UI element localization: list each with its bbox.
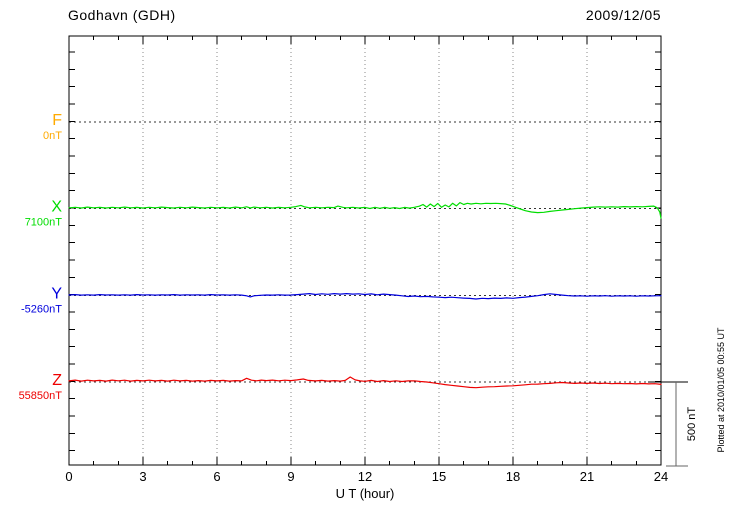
series-baseline-value-F: 0nT (43, 130, 62, 142)
plotted-at-footnote: Plotted at 2010/01/05 00:55 UT (716, 327, 726, 453)
x-tick-label-18: 18 (506, 469, 520, 484)
plot-date: 2009/12/05 (585, 7, 661, 23)
x-tick-label-9: 9 (287, 469, 294, 484)
x-tick-label-24: 24 (654, 469, 668, 484)
series-label-Z: Z (52, 372, 62, 389)
trace-Z (68, 376, 662, 389)
series-baseline-value-X: 7100nT (25, 217, 63, 229)
x-tick-label-0: 0 (65, 469, 72, 484)
series-label-F: F (52, 112, 62, 129)
trace-X (68, 202, 662, 219)
scale-bar-label: 500 nT (686, 406, 698, 442)
series-label-Y: Y (51, 285, 62, 302)
x-tick-label-6: 6 (213, 469, 220, 484)
x-axis-label: U T (hour) (335, 486, 395, 501)
trace-Y (68, 293, 662, 300)
x-tick-label-15: 15 (432, 469, 446, 484)
station-title: Godhavn (GDH) (68, 7, 176, 23)
x-tick-label-12: 12 (358, 469, 372, 484)
x-tick-label-21: 21 (580, 469, 594, 484)
x-tick-label-3: 3 (139, 469, 146, 484)
series-baseline-value-Z: 55850nT (19, 390, 63, 402)
series-label-X: X (51, 199, 62, 216)
series-baseline-value-Y: -5260nT (21, 303, 62, 315)
